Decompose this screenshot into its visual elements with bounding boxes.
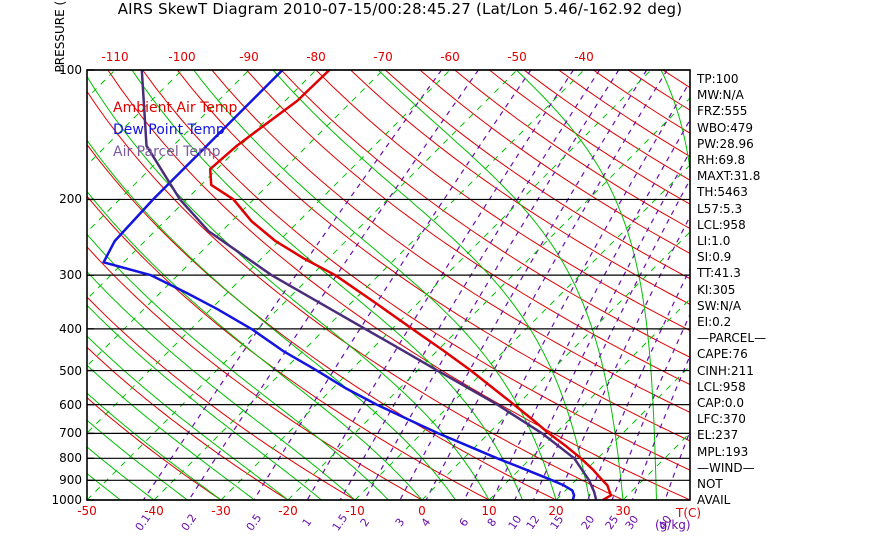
parameter-cinh: CINH:211 [697, 363, 754, 378]
temp-tick--50: -50 [77, 504, 97, 518]
mixing-ratio-axis-label: (g/kg) [655, 518, 691, 532]
temperature-axis-label: T(C) [676, 506, 702, 520]
top-temp-tick--40: -40 [574, 50, 594, 64]
top-temp-tick--50: -50 [507, 50, 527, 64]
parameter-wind: —WIND— [697, 460, 755, 475]
legend-ambient-air-temp: Ambient Air Temp [113, 100, 238, 116]
page-title: AIRS SkewT Diagram 2010-07-15/00:28:45.2… [117, 0, 683, 18]
top-temp-tick--110: -110 [101, 50, 129, 64]
parameter-pw: PW:28.96 [697, 136, 754, 151]
parameter-frz: FRZ:555 [697, 104, 748, 119]
temp-tick-20: 20 [548, 504, 564, 518]
pressure-tick-900: 900 [59, 473, 82, 488]
top-temp-tick--80: -80 [306, 50, 326, 64]
parameter-li: LI:1.0 [697, 234, 731, 248]
parameter-tp: TP:100 [697, 72, 739, 86]
parameter-cap: CAP:0.0 [697, 396, 744, 410]
parameter-mpl: MPL:193 [697, 444, 749, 459]
parameter-el: EL:237 [697, 428, 739, 443]
parameter-wbo: WBO:479 [697, 120, 754, 135]
pressure-tick-800: 800 [59, 451, 82, 466]
temp-tick-10: 10 [481, 504, 497, 518]
temp-tick-0: 0 [418, 504, 426, 518]
temp-tick--10: -10 [345, 504, 365, 518]
parameter-mw: MW:N/A [697, 88, 744, 103]
parameter-sw: SW:N/A [697, 298, 742, 313]
parameter-parcel: —PARCEL— [697, 331, 767, 346]
parameter-cape: CAPE:76 [697, 347, 748, 362]
legend-air-parcel-temp: Air Parcel Temp [113, 144, 221, 160]
pressure-tick-400: 400 [59, 321, 82, 336]
pressure-tick-1000: 1000 [51, 493, 82, 507]
legend-dew-point-temp: Dew Point Temp [113, 122, 225, 138]
top-temp-tick--60: -60 [440, 50, 460, 64]
parameter-si: SI:0.9 [697, 250, 732, 265]
parameter-not: NOT [697, 477, 723, 491]
top-temp-tick--90: -90 [239, 50, 259, 64]
top-temp-tick--70: -70 [373, 50, 393, 64]
temp-tick-30: 30 [615, 504, 631, 518]
temp-tick--30: -30 [211, 504, 231, 518]
parameter-tt: TT:41.3 [697, 266, 741, 281]
pressure-tick-200: 200 [59, 192, 82, 207]
parameter-th: TH:5463 [697, 185, 748, 200]
parameter-maxt: MAXT:31.8 [697, 169, 761, 184]
pressure-tick-600: 600 [59, 397, 82, 412]
pressure-tick-100: 100 [59, 63, 82, 77]
parameter-lfc: LFC:370 [697, 412, 746, 427]
top-temp-tick--100: -100 [168, 50, 196, 64]
temp-tick--20: -20 [278, 504, 298, 518]
parameter-avail: AVAIL [697, 493, 731, 508]
parameter-l57: L57:5.3 [697, 201, 743, 216]
parameter-lcl: LCL:958 [697, 379, 746, 394]
parameter-ki: KI:305 [697, 282, 736, 297]
pressure-tick-500: 500 [59, 363, 82, 378]
parameter-ei: EI:0.2 [697, 315, 732, 329]
parameter-lcl: LCL:958 [697, 217, 746, 232]
pressure-tick-300: 300 [59, 268, 82, 283]
parameter-rh: RH:69.8 [697, 153, 746, 167]
pressure-tick-700: 700 [59, 426, 82, 441]
temp-tick--40: -40 [144, 504, 164, 518]
